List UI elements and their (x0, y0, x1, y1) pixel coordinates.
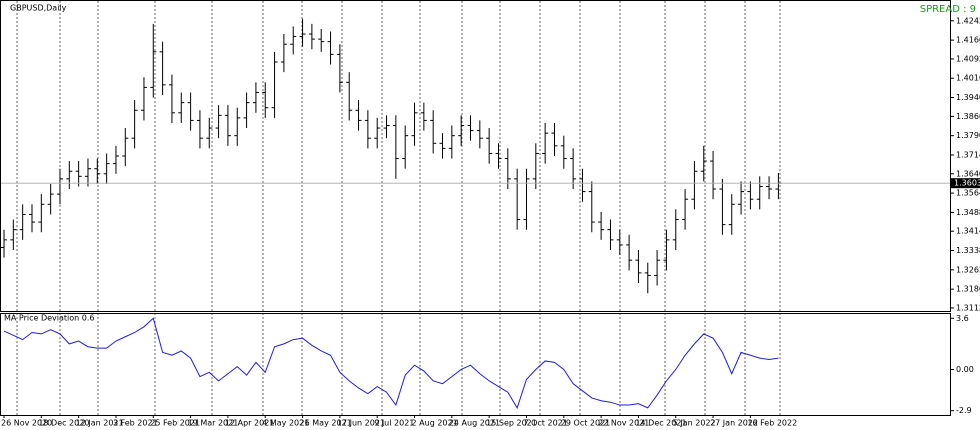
x-tick-label: 19 Mar 2021 (188, 419, 239, 428)
y-tick-label: 1.37140 (956, 150, 980, 159)
indicator-title: MA Price Deviation 0.6 (4, 314, 95, 323)
y-tick-label: 1.40160 (956, 74, 980, 83)
x-tick-label: 12 Jan 2021 (76, 419, 124, 428)
y-tick-label: 1.33380 (956, 246, 980, 255)
x-tick-label: 17 Jun 2021 (337, 419, 385, 428)
x-tick-label: 5 Jan 2022 (673, 419, 716, 428)
y-tick-label: 3.6 (956, 314, 969, 323)
x-tick-label: 3 Feb 2021 (113, 419, 158, 428)
y-tick-label: 0.00 (956, 365, 974, 374)
y-tick-label: 1.34140 (956, 227, 980, 236)
x-tick-label: 12 Apr 2021 (225, 419, 274, 428)
indicator-line (3, 317, 779, 410)
price-pane-frame (0, 0, 951, 312)
y-tick-label: 1.42420 (956, 16, 980, 25)
x-tick-label: 22 Nov 2021 (598, 419, 649, 428)
x-tick-label: 16 Feb 2022 (747, 419, 797, 428)
spread-label: SPREAD : 9 (920, 4, 976, 15)
x-tick-label: 29 Oct 2021 (561, 419, 610, 428)
x-tick-label: 4 May 2021 (262, 419, 309, 428)
indicator-pane-frame (0, 313, 951, 416)
x-tick-label: 7 Oct 2021 (523, 419, 567, 428)
x-tick-label: 18 Dec 2020 (38, 419, 89, 428)
y-tick-label: -2.9 (956, 406, 972, 415)
y-tick-label: 1.31120 (956, 303, 980, 312)
y-tick-label: 1.40920 (956, 54, 980, 63)
x-tick-label: 15 Sep 2021 (486, 419, 537, 428)
x-tick-label: 24 Aug 2021 (449, 419, 500, 428)
x-tick-label: 26 Nov 2020 (1, 419, 52, 428)
y-tick-label: 1.38660 (956, 112, 980, 121)
last-price-label: 1.36030 (954, 179, 980, 188)
x-tick-label: 27 Jan 2022 (710, 419, 758, 428)
y-tick-label: 1.37900 (956, 131, 980, 140)
y-tick-label: 1.39400 (956, 93, 980, 102)
y-tick-label: 1.41660 (956, 36, 980, 45)
x-tick-label: 9 Jul 2021 (374, 419, 414, 428)
last-price-box (951, 178, 980, 189)
x-tick-label: 14 Dec 2021 (635, 419, 686, 428)
y-tick-label: 1.34880 (956, 208, 980, 217)
y-tick-label: 1.35640 (956, 189, 980, 198)
y-tick-label: 1.31860 (956, 285, 980, 294)
y-tick-label: 1.36400 (956, 169, 980, 178)
x-tick-label: 2 Aug 2021 (412, 419, 458, 428)
x-tick-label: 25 Feb 2021 (150, 419, 200, 428)
x-tick-label: 26 May 2021 (300, 419, 352, 428)
chart-title: GBPUSD,Daily (10, 4, 67, 13)
y-tick-label: 1.32620 (956, 265, 980, 274)
